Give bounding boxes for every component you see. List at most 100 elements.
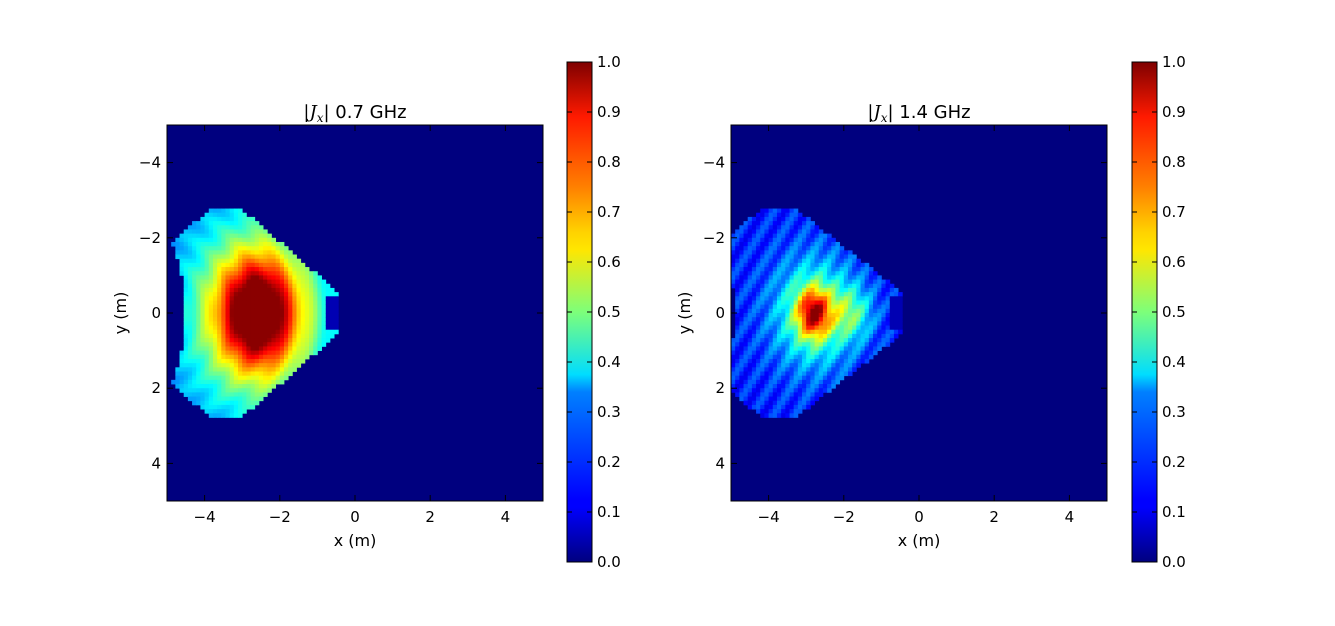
heatmap-cell — [739, 342, 744, 347]
heatmap-cell — [208, 346, 214, 351]
heatmap-cell — [229, 304, 235, 310]
heatmap-cell — [785, 308, 790, 314]
heatmap-cell — [735, 246, 740, 251]
heatmap-cell — [810, 246, 815, 251]
heatmap-cell — [250, 392, 256, 397]
colorbar-tick-label: 0.0 — [597, 553, 621, 571]
heatmap-cell — [296, 258, 302, 264]
heatmap-cell — [827, 375, 832, 381]
heatmap-cell — [288, 287, 293, 293]
heatmap-cell — [212, 384, 218, 389]
heatmap-cell — [852, 325, 857, 331]
heatmap-cell — [212, 221, 218, 226]
heatmap-cell — [802, 358, 807, 364]
heatmap-cell — [317, 292, 322, 297]
heatmap-cell — [739, 375, 744, 381]
heatmap-cell — [731, 250, 736, 255]
heatmap-cell — [835, 342, 841, 347]
heatmap-cell — [183, 292, 189, 297]
heatmap-cell — [221, 325, 226, 331]
heatmap-cell — [229, 371, 235, 377]
heatmap-cell — [793, 271, 799, 276]
heatmap-cell — [200, 304, 205, 310]
heatmap-cell — [743, 384, 749, 389]
heatmap-cell — [192, 250, 197, 255]
heatmap-cell — [208, 342, 214, 347]
heatmap-cell — [831, 296, 836, 301]
heatmap-cell — [200, 258, 205, 264]
heatmap-cell — [325, 304, 331, 310]
panel-1-x-axis: −4 −2 0 2 4 — [194, 125, 510, 526]
heatmap-cell — [735, 233, 740, 239]
heatmap-cell — [768, 208, 774, 214]
heatmap-cell — [254, 325, 260, 331]
heatmap-cell — [743, 367, 749, 372]
heatmap-cell — [171, 241, 176, 247]
heatmap-cell — [221, 396, 226, 402]
heatmap-cell — [739, 283, 744, 289]
heatmap-cell — [246, 237, 251, 243]
heatmap-cell — [217, 317, 222, 322]
heatmap-cell — [321, 317, 327, 322]
heatmap-cell — [225, 258, 231, 264]
heatmap-cell — [860, 325, 866, 331]
heatmap-cell — [192, 317, 197, 322]
heatmap-cell — [764, 292, 769, 297]
heatmap-cell — [296, 313, 302, 318]
heatmap-cell — [881, 287, 886, 293]
heatmap-cell — [739, 354, 744, 360]
heatmap-cell — [768, 292, 774, 297]
heatmap-cell — [208, 338, 214, 343]
heatmap-cell — [822, 262, 828, 268]
heatmap-cell — [747, 283, 753, 289]
heatmap-cell — [877, 292, 882, 297]
heatmap-cell — [271, 308, 277, 314]
heatmap-cell — [288, 275, 293, 280]
heatmap-cell — [797, 296, 803, 301]
heatmap-cell — [785, 346, 790, 351]
heatmap-cell — [776, 354, 782, 360]
heatmap-cell — [200, 367, 205, 372]
heatmap-cell — [785, 237, 790, 243]
heatmap-cell — [806, 246, 811, 251]
heatmap-cell — [221, 367, 226, 372]
heatmap-cell — [221, 225, 226, 230]
heatmap-cell — [789, 384, 795, 389]
heatmap-cell — [246, 388, 251, 393]
heatmap-cell — [279, 250, 285, 255]
heatmap-cell — [781, 313, 786, 318]
heatmap-cell — [772, 296, 778, 301]
heatmap-cell — [212, 375, 218, 381]
heatmap-cell — [760, 375, 765, 381]
heatmap-cell — [304, 271, 310, 276]
heatmap-cell — [334, 325, 339, 331]
heatmap-cell — [217, 237, 222, 243]
heatmap-cell — [760, 317, 765, 322]
heatmap-cell — [793, 375, 799, 381]
heatmap-cell — [275, 246, 281, 251]
heatmap-cell — [822, 346, 828, 351]
heatmap-cell — [321, 283, 327, 289]
heatmap-cell — [233, 275, 239, 280]
heatmap-cell — [776, 338, 782, 343]
heatmap-cell — [187, 342, 193, 347]
heatmap-cell — [806, 354, 811, 360]
heatmap-cell — [860, 271, 866, 276]
heatmap-cell — [200, 250, 205, 255]
heatmap-cell — [831, 375, 836, 381]
heatmap-cell — [246, 367, 251, 372]
heatmap-cell — [179, 350, 185, 356]
heatmap-cell — [847, 325, 853, 331]
heatmap-cell — [296, 275, 302, 280]
heatmap-cell — [200, 237, 205, 243]
heatmap-cell — [856, 267, 861, 272]
heatmap-cell — [204, 342, 210, 347]
heatmap-cell — [212, 212, 218, 218]
heatmap-cell — [743, 392, 749, 397]
heatmap-cell — [221, 404, 226, 410]
heatmap-cell — [776, 321, 782, 326]
heatmap-cell — [179, 388, 185, 393]
heatmap-cell — [204, 400, 210, 406]
heatmap-cell — [739, 350, 744, 356]
heatmap-cell — [743, 254, 749, 260]
